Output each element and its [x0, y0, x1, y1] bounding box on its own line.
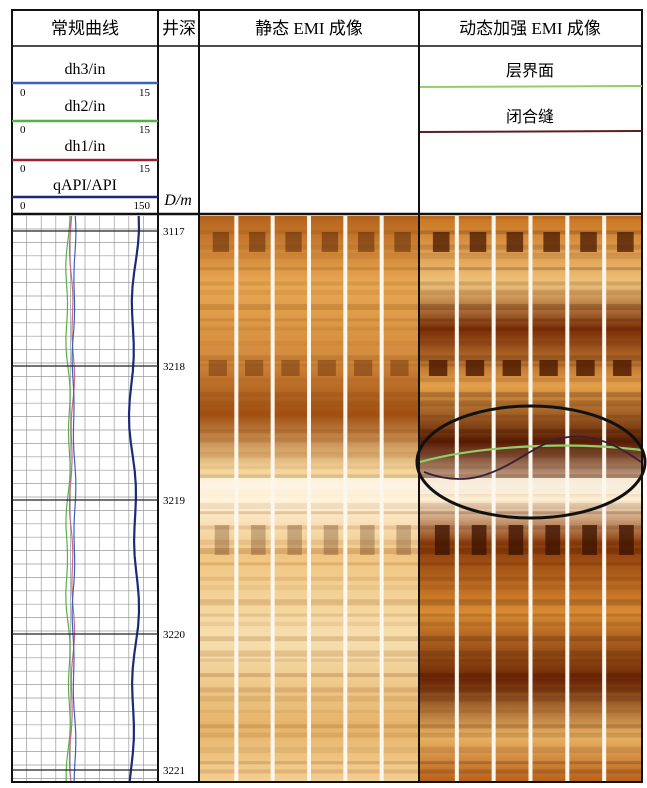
dark-patch: [469, 232, 487, 252]
dark-patch: [396, 525, 411, 555]
pad-gap: [602, 216, 607, 782]
feature-legend: 层界面 闭合缝: [419, 62, 643, 133]
dark-patch: [281, 360, 300, 376]
dark-patch: [323, 525, 339, 555]
dark-patch: [432, 232, 450, 252]
curve-legend: dh3/in 0 15 dh2/in 0 15 dh1/in 0 15 qAPI…: [12, 61, 158, 212]
curve-dh2: [65, 215, 71, 783]
fracture-highlight-ellipse: [415, 404, 647, 520]
dark-patch: [285, 232, 302, 252]
static-image-column-header: 静态 EMI 成像: [255, 19, 363, 38]
dynamic-emi-image: [420, 216, 641, 782]
dark-patch: [543, 232, 560, 252]
curves-column-header: 常规曲线: [51, 19, 119, 38]
dark-patch: [214, 525, 230, 555]
legend-max-qapi: 15: [139, 163, 151, 175]
track-frame: [11, 9, 643, 783]
dark-patch: [617, 232, 634, 252]
legend-label-dh1: dh1/in: [65, 138, 106, 155]
pad-gap: [379, 216, 384, 782]
curve-qapi: [127, 215, 141, 783]
dark-patch: [465, 360, 485, 376]
pad-gap: [234, 216, 239, 782]
dynamic-image-column-header: 动态加强 EMI 成像: [459, 19, 601, 38]
dark-patch: [502, 360, 521, 376]
legend-min-dh1: 0: [20, 124, 26, 136]
curve-track-curves: [65, 215, 141, 783]
dark-patch: [251, 525, 266, 555]
depth-tick-label: 3221: [163, 765, 185, 777]
dark-patch: [208, 360, 227, 376]
dark-patch: [506, 232, 524, 252]
dark-patch: [539, 360, 558, 376]
closed-fracture-trace: [423, 435, 642, 480]
legend-max-dh1: 15: [139, 124, 151, 136]
dark-patch: [471, 525, 487, 555]
legend-min-qapi: 0: [20, 163, 26, 175]
legend-line-bed-boundary: [419, 85, 643, 88]
dark-patch: [508, 525, 524, 555]
legend-label-bed-boundary: 层界面: [506, 62, 554, 80]
dark-patch: [428, 360, 448, 376]
dark-patch: [434, 525, 450, 555]
depth-column-header: 井深: [162, 19, 196, 38]
legend-line-closed-fracture: [419, 130, 643, 133]
dark-patch: [619, 525, 634, 555]
pad-gap: [491, 216, 496, 782]
dark-patch: [545, 525, 561, 555]
dark-patch: [358, 232, 375, 252]
dark-patch: [576, 360, 595, 376]
depth-tick-label: 3218: [163, 361, 186, 373]
pad-gap: [565, 216, 570, 782]
pad-gap: [454, 216, 459, 782]
dark-patch: [394, 232, 411, 252]
pad-gap: [307, 216, 311, 782]
pad-gap: [270, 216, 275, 782]
curve-dh1: [68, 215, 76, 783]
depth-tick-label: 3117: [163, 226, 185, 238]
legend-label-dh3: dh3/in: [65, 61, 106, 78]
pad-gap: [343, 216, 348, 782]
dark-patch: [287, 525, 302, 555]
dark-patch: [212, 232, 230, 252]
curve-dh3: [71, 215, 77, 783]
dark-patch: [582, 525, 597, 555]
depth-scale: 3117 3218 3219 3220 3221: [12, 226, 186, 777]
dark-patch: [317, 360, 336, 376]
legend-max-dh2: 15: [139, 87, 151, 99]
fracture-annotation: [415, 404, 647, 520]
dark-patch: [354, 360, 373, 376]
bed-boundary-trace: [419, 444, 642, 464]
dark-patch: [321, 232, 339, 252]
legend-min-gamma: 0: [20, 200, 26, 212]
legend-max-gamma: 150: [134, 200, 151, 212]
legend-label-dh2: dh2/in: [65, 98, 106, 115]
legend-label-qapi: qAPI/API: [53, 177, 117, 194]
dark-patch: [580, 232, 597, 252]
dark-patch: [249, 232, 266, 252]
dark-patch: [245, 360, 264, 376]
dark-patch: [360, 525, 375, 555]
dark-patch: [613, 360, 632, 376]
legend-min-dh2: 0: [20, 87, 26, 99]
legend-label-closed-fracture: 闭合缝: [506, 108, 554, 126]
curve-track-grid: [12, 216, 158, 782]
pad-gap: [528, 216, 533, 782]
depth-tick-label: 3219: [163, 495, 186, 507]
dark-patch: [390, 360, 409, 376]
depth-tick-label: 3220: [163, 629, 186, 641]
static-emi-image: [200, 216, 418, 782]
depth-unit-label: D/m: [163, 192, 192, 209]
